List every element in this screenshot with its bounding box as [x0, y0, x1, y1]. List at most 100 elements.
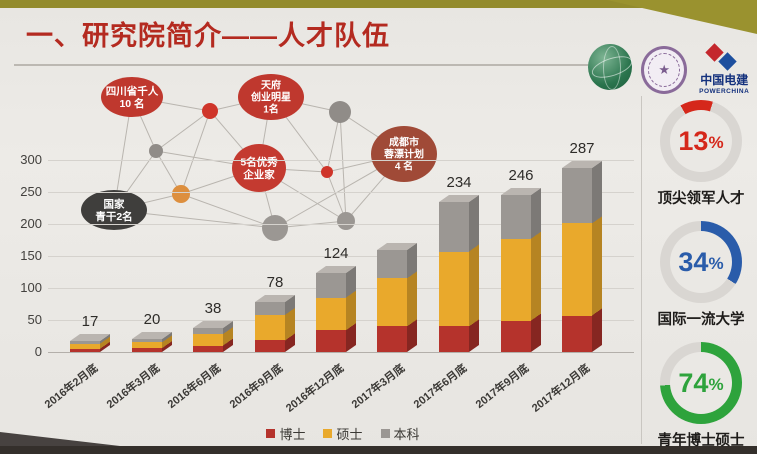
bar-segment-硕士 [193, 334, 223, 346]
legend-item-博士: 博士 [266, 424, 305, 443]
bar-segment-博士 [132, 348, 162, 352]
network-dot [149, 144, 163, 158]
bubble-label: 创业明星 [250, 91, 291, 104]
stat-first-class-univ: 34% 国际一流大学 [658, 221, 745, 329]
powerchina-en-label: POWERCHINA [699, 88, 750, 95]
bar-segment-硕士 [439, 251, 469, 327]
bubble-label: 1名 [263, 103, 279, 116]
bar-segment-硕士 [562, 223, 592, 316]
bar-segment-本科 [255, 302, 285, 315]
legend-label: 博士 [279, 427, 306, 442]
bar-segment-本科 [501, 194, 531, 239]
donut-chart-74pct: 74% [660, 342, 742, 424]
bar-segment-硕士 [70, 343, 100, 349]
network-edge [339, 111, 347, 222]
bubble-label: 成都市 [389, 136, 419, 149]
bubble-label: 5名优秀 [240, 155, 278, 168]
network-dot [262, 215, 288, 241]
grid-line [48, 192, 634, 193]
bar-segment-博士 [255, 340, 285, 352]
bar-side-face [346, 265, 356, 352]
network-edge [180, 110, 211, 195]
wall-band-top [0, 0, 757, 8]
legend-swatch [380, 429, 390, 438]
bubble-label: 国家 [104, 197, 125, 210]
percent-label: 13% [678, 125, 724, 156]
stat-caption: 青年博士硕士 [657, 433, 745, 449]
bar-side-face [592, 161, 602, 352]
stat-young-phd-ms: 74% 青年博士硕士 [658, 342, 745, 450]
bar-segment-硕士 [501, 238, 531, 321]
bar-value-label: 124 [323, 244, 349, 262]
photo-band-bottom [0, 446, 757, 454]
legend-item-本科: 本科 [380, 424, 420, 443]
bar-segment-本科 [70, 341, 100, 344]
bubble [101, 77, 163, 117]
bar-side-face [469, 195, 479, 352]
bar-segment-本科 [316, 272, 346, 298]
logo-row: ★ 中国电建 POWERCHINA [588, 43, 752, 114]
bar-value-label: 78 [266, 274, 284, 292]
bar-segment-博士 [562, 315, 592, 352]
title-underline [14, 64, 626, 66]
bar-segment-博士 [70, 348, 100, 352]
bubble-label: 4 名 [395, 160, 413, 173]
bar-segment-本科 [562, 168, 592, 224]
percent-label: 34% [678, 246, 724, 277]
donut-chart-13pct: 13% [660, 100, 742, 182]
bar-value-label: 17 [81, 313, 99, 331]
powerchina-cn-label: 中国电建 [700, 73, 749, 87]
bar-value-label: 234 [446, 174, 472, 192]
stats-sidebar: 13% 顶尖领军人才 34% 国际一流大学 74% 青年博士硕士 [648, 100, 754, 450]
bubble [238, 74, 304, 120]
y-tick-label: 250 [20, 184, 42, 199]
y-tick-label: 100 [20, 280, 42, 295]
chart-legend: 博士 硕士 本科 [48, 424, 638, 443]
bar-segment-硕士 [316, 297, 346, 331]
legend-label: 本科 [393, 427, 420, 442]
legend-label: 硕士 [336, 427, 363, 442]
bar-segment-博士 [501, 320, 531, 352]
grid-line [48, 256, 634, 257]
network-dot [202, 103, 218, 119]
bar-value-label: 38 [204, 299, 222, 317]
network-edge [155, 110, 211, 152]
network-dot [329, 101, 351, 123]
stat-top-talent: 13% 顶尖领军人才 [658, 100, 745, 208]
bar-segment-博士 [377, 326, 407, 352]
powerchina-logo: 中国电建 POWERCHINA [696, 43, 752, 95]
bar-segment-本科 [193, 327, 223, 335]
y-tick-label: 300 [20, 152, 42, 167]
bar-value-label: 20 [143, 311, 161, 329]
page-title: 一、研究院简介——人才队伍 [26, 21, 390, 51]
state-grid-globe-icon [588, 44, 635, 90]
bubble [81, 190, 147, 230]
bar-segment-本科 [132, 339, 162, 343]
legend-swatch [323, 429, 333, 438]
bubble-label: 蓉漂计划 [383, 148, 424, 161]
network-edge [180, 193, 276, 229]
network-dot [337, 212, 355, 230]
bubble-label: 天府 [261, 79, 281, 92]
bubble-label: 青干2名 [95, 210, 132, 223]
bar-value-label: 246 [508, 166, 534, 184]
network-dot [172, 185, 190, 203]
network-dot [321, 166, 333, 178]
bar-side-face [285, 295, 295, 352]
bar-segment-博士 [316, 330, 346, 352]
stat-caption: 国际一流大学 [657, 312, 745, 328]
grid-line [48, 352, 634, 353]
bar-side-face [407, 242, 417, 352]
grid-line [48, 160, 634, 161]
legend-swatch [266, 429, 276, 438]
y-tick-label: 150 [20, 248, 42, 263]
sidebar-divider [641, 96, 642, 444]
percent-label: 74% [678, 367, 724, 398]
bar-side-face [531, 187, 541, 352]
bar-segment-本科 [439, 202, 469, 252]
stat-caption: 顶尖领军人才 [657, 191, 745, 207]
bar-segment-本科 [377, 249, 407, 279]
